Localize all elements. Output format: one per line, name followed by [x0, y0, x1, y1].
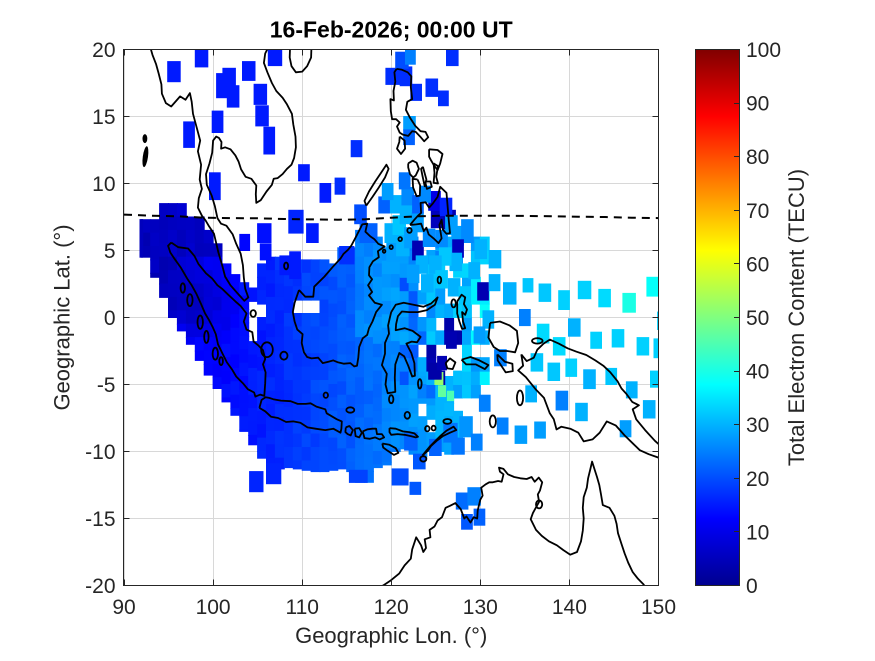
svg-text:0: 0: [746, 575, 758, 598]
svg-text:-10: -10: [85, 441, 115, 464]
svg-text:120: 120: [374, 596, 409, 619]
svg-text:Total Electron Content (TECU): Total Electron Content (TECU): [784, 169, 809, 466]
svg-text:0: 0: [104, 307, 116, 330]
svg-text:Geographic Lon. (°): Geographic Lon. (°): [295, 623, 487, 648]
svg-text:80: 80: [746, 146, 769, 169]
svg-text:5: 5: [104, 240, 116, 263]
svg-text:-15: -15: [85, 508, 115, 531]
svg-text:10: 10: [92, 173, 115, 196]
svg-text:60: 60: [746, 253, 769, 276]
svg-text:15: 15: [92, 106, 115, 129]
svg-text:140: 140: [552, 596, 587, 619]
svg-text:-20: -20: [85, 575, 115, 598]
svg-text:90: 90: [112, 596, 135, 619]
svg-text:16-Feb-2026; 00:00 UT: 16-Feb-2026; 00:00 UT: [270, 17, 513, 43]
svg-text:10: 10: [746, 521, 769, 544]
svg-text:100: 100: [196, 596, 231, 619]
svg-text:110: 110: [285, 596, 318, 619]
svg-text:Geographic Lat. (°): Geographic Lat. (°): [50, 224, 75, 410]
svg-text:100: 100: [746, 39, 781, 62]
svg-text:30: 30: [746, 414, 769, 437]
svg-text:20: 20: [746, 468, 769, 491]
svg-text:-5: -5: [97, 374, 116, 397]
svg-text:130: 130: [463, 596, 498, 619]
svg-text:40: 40: [746, 361, 769, 384]
svg-text:50: 50: [746, 307, 769, 330]
svg-text:20: 20: [92, 39, 115, 62]
svg-text:70: 70: [746, 200, 769, 223]
svg-text:150: 150: [641, 596, 676, 619]
svg-text:90: 90: [746, 93, 769, 116]
